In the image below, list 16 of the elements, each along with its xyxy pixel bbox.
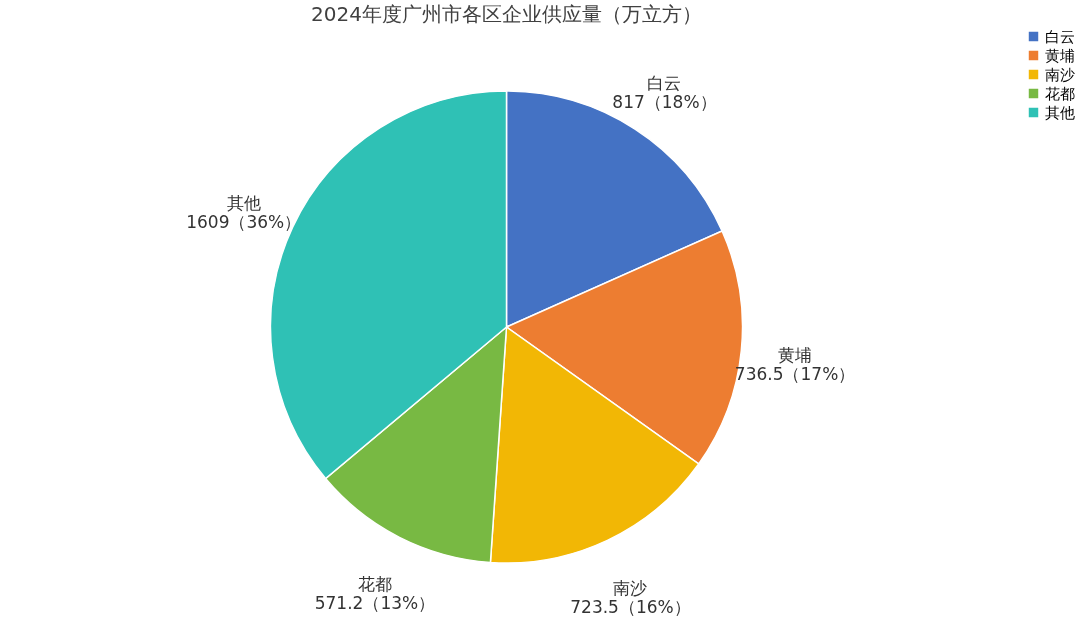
- chart-title: 2024年度广州市各区企业供应量（万立方）: [311, 2, 702, 26]
- slice-label: 花都: [357, 574, 392, 595]
- legend-label: 黄埔: [1045, 46, 1075, 65]
- data-label: 1609（36%）: [186, 212, 302, 233]
- slice-label: 南沙: [613, 578, 648, 599]
- legend-label: 南沙: [1045, 65, 1075, 84]
- legend-label: 其他: [1045, 103, 1075, 122]
- slice-label: 其他: [226, 193, 261, 214]
- legend-label: 花都: [1045, 84, 1075, 103]
- data-label: 571.2（13%）: [314, 593, 436, 614]
- slice-label: 白云: [647, 72, 682, 93]
- legend-label: 白云: [1045, 27, 1075, 46]
- slice-label: 黄埔: [778, 344, 813, 365]
- data-label: 817（18%）: [612, 91, 717, 112]
- data-label: 723.5（16%）: [570, 597, 691, 618]
- data-label: 736.5（17%）: [734, 363, 856, 384]
